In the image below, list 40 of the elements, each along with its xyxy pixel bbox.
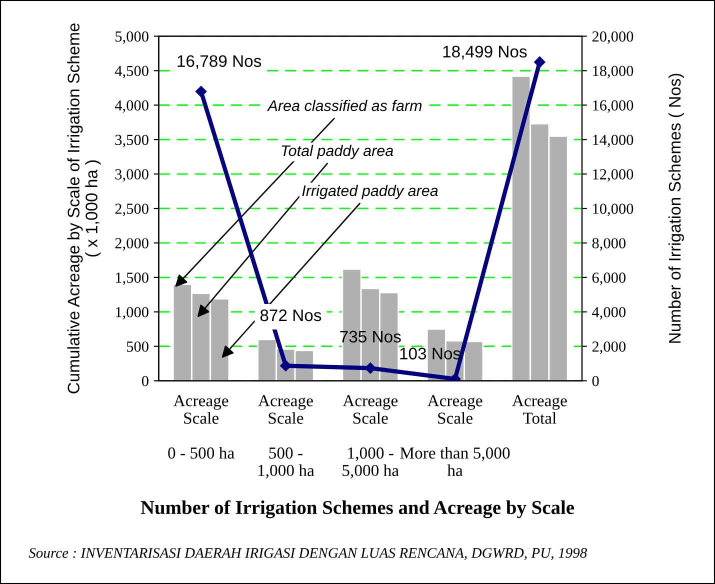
y2-tick-label: 12,000	[593, 169, 634, 182]
point	[195, 86, 207, 98]
y2-tick-label: 8,000	[592, 238, 626, 251]
point	[534, 56, 546, 68]
y2-tick-label: 16,000	[593, 100, 634, 113]
y-tick-label: 4,000	[114, 100, 148, 113]
y-tick-label: 5,000	[116, 31, 148, 44]
y2-tick-label: 10,000	[593, 204, 634, 216]
y2-tick-label: 6,000	[592, 272, 626, 286]
category-label: Acreage Scale 1,000 - 5,000 ha	[342, 395, 399, 478]
y-tick-label: 1,500	[116, 272, 148, 286]
data-label: 16,789 Nos	[178, 55, 262, 69]
y-tick-label: 0	[142, 376, 148, 386]
y-tick-label: 4,500	[114, 66, 148, 78]
y2-tick-label: 20,000	[592, 31, 634, 44]
y-tick-label: 2,500	[115, 204, 148, 216]
y2-tick-label: 0	[592, 376, 599, 386]
y2-tick-label: 4,000	[592, 306, 626, 320]
y2-tick-label: 14,000	[593, 134, 634, 148]
y-tick-label: 3,500	[115, 134, 148, 148]
y2-axis-title: Number of Irrigation Schemes ( Nos)	[668, 74, 684, 343]
y-axis-title: Cumulative Acreage by Scale of Irrigation Scheme ( x 1,000 ha )	[67, 23, 101, 394]
data-label: 18,499 Nos	[443, 46, 527, 60]
source-note: Source : INVENTARISASI DAERAH IRIGASI DENGAN LUAS RENCANA, DGWRD, PU, 1998	[28, 548, 587, 560]
y-tick-label: 500	[126, 341, 148, 352]
category-label: Acreage Scale 500 - 1,000 ha	[258, 395, 314, 478]
y-tick-label: 1,000	[116, 306, 148, 320]
text: Area classified as farm	[266, 100, 422, 112]
category-label: Acreage Scale 0 - 500 ha	[168, 395, 234, 459]
data-label: 735 Nos	[340, 330, 401, 343]
text: Total paddy area	[282, 144, 394, 160]
text: Number of Irrigation Schemes and Acreage by Scale	[140, 500, 574, 518]
y2-tick-label: 18,000	[593, 66, 634, 78]
x-tick-label: Acreage Total	[512, 395, 567, 424]
category-label: Acreage Scale More than 5,000 ha	[400, 395, 510, 476]
data-label: 872 Nos	[260, 309, 322, 322]
y2-tick-label: 2,000	[592, 341, 626, 354]
y-tick-label: 2,000	[115, 238, 148, 251]
text: Irrigated paddy area	[302, 184, 438, 200]
y-tick-label: 3,000	[115, 169, 148, 182]
